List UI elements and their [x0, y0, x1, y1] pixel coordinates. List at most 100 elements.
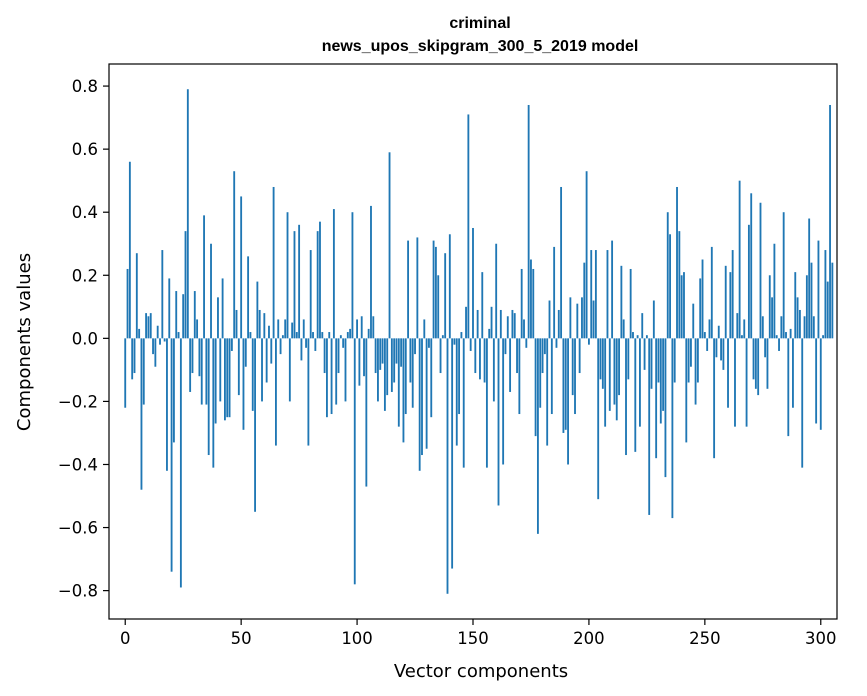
bar: [430, 338, 433, 418]
bar: [319, 221, 321, 339]
bar: [627, 338, 630, 380]
bar: [203, 215, 205, 339]
bar: [321, 332, 324, 339]
bar: [601, 338, 604, 389]
bar: [409, 338, 412, 383]
bar: [367, 328, 370, 339]
bar: [372, 316, 375, 339]
bar: [694, 338, 697, 405]
bar: [302, 319, 305, 339]
bar: [752, 338, 755, 380]
bar: [307, 338, 310, 446]
bar: [634, 338, 637, 452]
bar: [455, 338, 458, 446]
bar: [400, 338, 403, 367]
bar: [789, 328, 792, 339]
bar: [743, 319, 746, 339]
bar: [690, 338, 692, 367]
bar: [182, 294, 185, 339]
bar: [263, 313, 266, 339]
bar: [186, 89, 189, 339]
bar: [532, 268, 535, 339]
bar: [411, 338, 414, 408]
bar: [604, 338, 607, 427]
bar: [298, 224, 301, 339]
bar: [574, 338, 576, 415]
bar: [451, 338, 454, 569]
bar: [567, 338, 569, 465]
bar: [166, 338, 168, 471]
bar: [205, 338, 208, 405]
x-tick-label: 50: [231, 629, 252, 648]
bar: [583, 262, 586, 339]
y-axis: −0.8 −0.6 −0.4 −0.2 0.0 0.2 0.4 0.6 0.8: [58, 77, 109, 601]
bar: [465, 306, 467, 339]
bar: [210, 243, 212, 339]
bar: [553, 246, 556, 339]
bar: [293, 231, 296, 339]
bar: [629, 268, 632, 339]
bar: [284, 319, 287, 339]
bar: [676, 186, 678, 339]
bar: [620, 265, 623, 339]
bar: [773, 243, 776, 339]
bar: [212, 338, 215, 468]
bar: [265, 338, 268, 383]
bar: [444, 253, 447, 339]
bar: [219, 338, 222, 402]
bar: [189, 338, 192, 392]
bar: [771, 297, 774, 339]
bar: [511, 309, 514, 339]
bar: [597, 338, 600, 500]
bar: [659, 338, 662, 424]
bar: [534, 338, 537, 437]
bar: [622, 319, 625, 339]
bar: [671, 338, 674, 519]
bar: [270, 338, 273, 364]
bar: [792, 338, 794, 408]
bar: [145, 313, 148, 339]
y-tick-label: −0.6: [58, 519, 98, 538]
bar: [330, 338, 333, 415]
bar: [754, 338, 757, 389]
bar: [796, 297, 799, 339]
bar: [706, 338, 709, 351]
bar: [328, 332, 331, 339]
bar: [560, 186, 563, 339]
bar: [207, 338, 210, 456]
bar: [228, 338, 231, 418]
bar: [817, 240, 820, 339]
bar: [585, 171, 588, 339]
bar: [643, 338, 646, 370]
bar: [750, 193, 753, 339]
bar: [662, 338, 665, 411]
bar: [729, 272, 732, 339]
bar: [775, 335, 778, 339]
bar: [780, 316, 783, 339]
chart-title-line-2: news_upos_skipgram_300_5_2019 model: [322, 38, 639, 55]
x-tick-label: 0: [120, 629, 131, 648]
bar: [715, 338, 718, 358]
bar: [214, 338, 217, 424]
bar: [639, 338, 641, 427]
bar: [200, 338, 203, 405]
y-tick-label: −0.2: [58, 392, 98, 411]
bar: [224, 338, 226, 421]
bar: [696, 338, 699, 383]
bar: [379, 338, 382, 370]
bar: [268, 325, 270, 339]
bar: [539, 338, 542, 408]
bar: [476, 309, 479, 339]
bar: [312, 332, 314, 339]
bar: [581, 297, 583, 339]
bar: [295, 332, 298, 339]
bar: [669, 234, 671, 339]
bar: [497, 338, 500, 506]
bar: [383, 338, 386, 411]
bar: [606, 250, 609, 339]
bar: [557, 309, 560, 339]
bar: [720, 338, 722, 361]
bar: [135, 253, 138, 339]
bar: [418, 338, 421, 471]
